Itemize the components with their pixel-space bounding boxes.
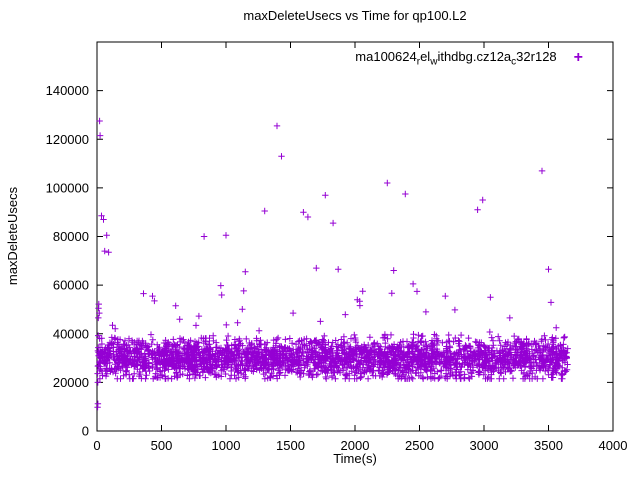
legend-plus-marker-icon: +: [573, 49, 583, 67]
y-tick-label: 100000: [46, 180, 89, 195]
x-tick-label: 3500: [534, 438, 563, 453]
y-tick-label: 80000: [53, 229, 89, 244]
chart-title: maxDeleteUsecs vs Time for qp100.L2: [243, 8, 466, 23]
y-tick-label: 20000: [53, 375, 89, 390]
y-tick-label: 0: [82, 424, 89, 439]
y-tick-label: 60000: [53, 278, 89, 293]
x-tick-label: 0: [93, 438, 100, 453]
y-tick-label: 120000: [46, 132, 89, 147]
y-axis-label: maxDeleteUsecs: [5, 186, 20, 285]
y-tick-label: 140000: [46, 83, 89, 98]
legend-series-label: ma100624relwithdbg.cz12ac32r128: [355, 49, 557, 68]
y-tick-label: 40000: [53, 326, 89, 341]
x-tick-label: 2500: [405, 438, 434, 453]
x-tick-label: 2000: [341, 438, 370, 453]
axes-frame: 0 500 1000 1500 2000 2500 3000 3500 400002000040…: [46, 41, 628, 453]
x-tick-label: 1500: [276, 438, 305, 453]
x-tick-label: 1000: [212, 438, 241, 453]
legend: ma100624relwithdbg.cz12ac32r128 +: [355, 49, 583, 68]
x-tick-label: 3000: [470, 438, 499, 453]
x-tick-label: 500: [151, 438, 173, 453]
data-points: [94, 117, 571, 411]
x-axis-label: Time(s): [333, 451, 377, 466]
x-tick-label: 4000: [599, 438, 628, 453]
